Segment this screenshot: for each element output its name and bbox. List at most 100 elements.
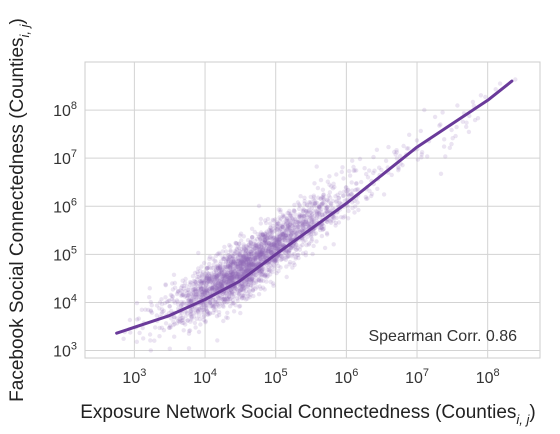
scatter-point xyxy=(297,224,302,230)
scatter-point xyxy=(299,215,304,220)
scatter-point xyxy=(277,232,282,237)
scatter-point xyxy=(251,261,256,266)
scatter-point xyxy=(257,248,262,253)
scatter-point xyxy=(262,273,268,279)
scatter-point xyxy=(218,261,223,267)
scatter-point xyxy=(204,270,210,275)
scatter-point xyxy=(271,257,277,262)
scatter-point xyxy=(249,235,255,240)
scatter-point xyxy=(383,158,389,163)
scatter-point xyxy=(217,286,222,291)
scatter-point xyxy=(182,280,188,285)
scatter-point xyxy=(283,237,288,243)
scatter-point xyxy=(311,243,316,249)
scatter-point xyxy=(248,250,254,255)
scatter-point xyxy=(301,219,306,224)
scatter-point xyxy=(225,279,230,285)
scatter-point xyxy=(244,256,249,261)
scatter-point xyxy=(180,315,185,320)
scatter-point xyxy=(292,262,297,268)
scatter-point xyxy=(246,282,251,287)
scatter-point xyxy=(287,208,292,214)
scatter-point xyxy=(246,257,251,262)
scatter-point xyxy=(257,252,263,258)
scatter-point xyxy=(267,245,273,250)
scatter-point xyxy=(223,291,229,296)
scatter-point xyxy=(221,273,227,279)
scatter-point xyxy=(319,206,324,212)
scatter-point xyxy=(179,299,184,305)
scatter-point xyxy=(303,219,309,225)
scatter-point xyxy=(233,270,238,276)
scatter-point xyxy=(237,233,243,238)
scatter-point xyxy=(259,249,264,255)
scatter-point xyxy=(296,255,301,261)
scatter-point xyxy=(212,274,217,279)
scatter-point xyxy=(186,297,192,303)
scatter-point xyxy=(309,213,314,218)
scatter-point xyxy=(272,263,277,268)
scatter-point xyxy=(229,276,234,281)
scatter-point xyxy=(244,257,249,263)
scatter-point xyxy=(121,336,126,341)
scatter-point xyxy=(243,252,248,257)
scatter-point xyxy=(178,288,183,293)
scatter-point xyxy=(188,280,194,285)
scatter-point xyxy=(259,242,264,247)
scatter-point xyxy=(256,203,262,209)
scatter-point xyxy=(174,321,180,326)
scatter-point xyxy=(240,283,246,288)
y-tick-label: 106 xyxy=(53,196,77,216)
scatter-point xyxy=(181,317,186,322)
scatter-point xyxy=(237,263,242,268)
scatter-point xyxy=(260,247,266,252)
scatter-point xyxy=(327,174,332,179)
scatter-point xyxy=(277,241,282,246)
scatter-point xyxy=(136,316,141,321)
scatter-point xyxy=(228,269,233,274)
scatter-point xyxy=(266,264,271,269)
scatter-point xyxy=(198,286,204,292)
scatter-point xyxy=(353,187,358,193)
scatter-point xyxy=(210,302,215,307)
scatter-point xyxy=(352,210,357,215)
scatter-point xyxy=(199,279,204,284)
scatter-point xyxy=(247,242,252,247)
scatter-point xyxy=(237,241,242,247)
scatter-point xyxy=(204,273,209,278)
scatter-point xyxy=(206,271,211,276)
scatter-point xyxy=(281,215,287,220)
scatter-point xyxy=(278,265,283,270)
scatter-point xyxy=(203,318,208,324)
scatter-point xyxy=(189,314,194,319)
scatter-point xyxy=(184,290,190,296)
scatter-point xyxy=(248,259,254,265)
scatter-point xyxy=(185,311,190,316)
scatter-point xyxy=(295,229,301,234)
scatter-point xyxy=(257,278,262,283)
scatter-point xyxy=(227,266,232,271)
scatter-point xyxy=(207,265,212,270)
scatter-point xyxy=(266,241,272,246)
scatter-point xyxy=(244,265,249,270)
scatter-point xyxy=(206,310,211,316)
scatter-point xyxy=(268,243,273,248)
scatter-point xyxy=(297,202,302,207)
scatter-point xyxy=(227,276,232,281)
scatter-point xyxy=(204,303,209,308)
scatter-point xyxy=(254,243,260,249)
scatter-point xyxy=(250,288,256,293)
scatter-point xyxy=(215,280,220,285)
scatter-point xyxy=(203,300,209,305)
scatter-point xyxy=(239,253,244,259)
scatter-point xyxy=(235,271,240,276)
scatter-point xyxy=(296,220,301,225)
scatter-point xyxy=(235,261,240,267)
scatter-point xyxy=(208,279,213,284)
scatter-point xyxy=(214,285,220,291)
scatter-point xyxy=(248,243,253,249)
scatter-point xyxy=(269,249,274,255)
scatter-point xyxy=(217,281,223,287)
scatter-point xyxy=(213,308,218,313)
scatter-point xyxy=(278,207,283,213)
